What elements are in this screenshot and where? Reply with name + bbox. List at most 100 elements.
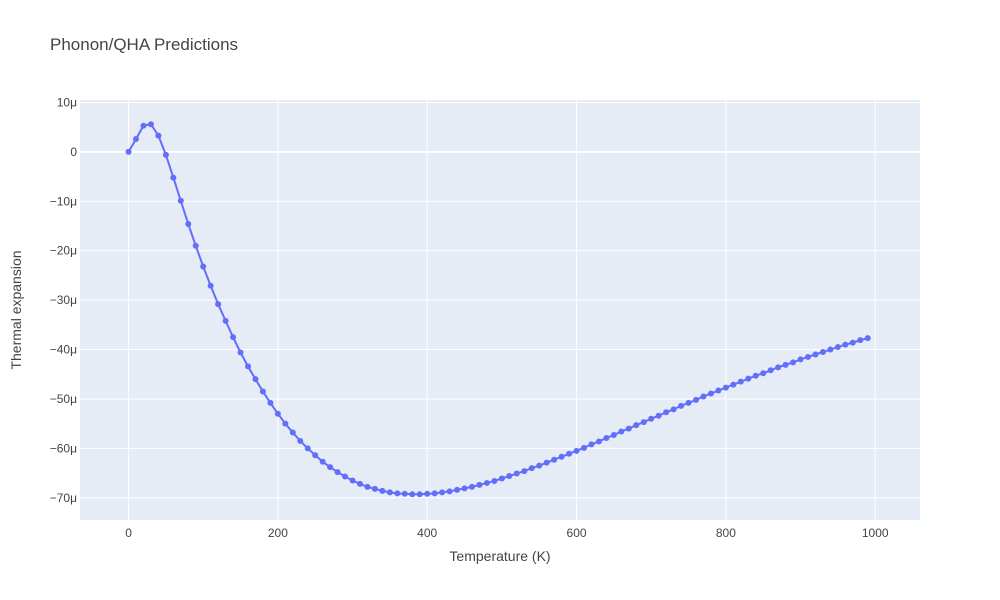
data-point	[581, 444, 587, 451]
data-point	[730, 381, 737, 388]
data-point	[386, 489, 393, 496]
data-point	[371, 485, 378, 492]
data-point	[312, 452, 319, 459]
x-tick-label: 400	[417, 526, 437, 540]
data-point	[685, 399, 692, 406]
data-point	[707, 390, 714, 397]
data-point	[573, 447, 580, 454]
data-point	[864, 335, 871, 342]
data-point	[155, 132, 162, 139]
data-point	[767, 367, 774, 374]
y-tick-label: −70μ	[50, 491, 77, 505]
chart-title: Phonon/QHA Predictions	[50, 35, 238, 54]
data-point	[439, 489, 446, 496]
data-point	[133, 136, 139, 143]
x-tick-label: 1000	[862, 526, 889, 540]
data-point	[715, 387, 722, 394]
data-point	[304, 445, 311, 452]
data-point	[252, 376, 259, 383]
y-tick-label: −10μ	[50, 194, 77, 208]
data-point	[693, 396, 699, 403]
data-point	[678, 402, 685, 409]
y-tick-label: 10μ	[57, 95, 77, 109]
data-point	[267, 399, 274, 406]
data-point	[603, 434, 610, 441]
data-point	[461, 485, 468, 492]
data-point	[170, 174, 177, 181]
data-point	[147, 121, 154, 128]
data-point	[259, 388, 266, 395]
data-point	[842, 341, 849, 348]
data-point	[349, 477, 356, 484]
data-point	[125, 148, 132, 155]
data-point	[790, 359, 797, 366]
data-point	[454, 486, 461, 493]
data-point	[192, 242, 199, 249]
data-point	[588, 441, 595, 448]
data-point	[237, 349, 244, 356]
data-point	[663, 409, 670, 416]
data-point	[446, 488, 453, 495]
x-tick-label: 200	[268, 526, 288, 540]
data-point	[409, 491, 416, 498]
data-point	[595, 438, 602, 445]
data-point	[834, 344, 841, 351]
data-point	[849, 339, 856, 346]
data-point	[812, 351, 819, 358]
data-point	[648, 415, 655, 422]
data-point	[737, 378, 744, 385]
data-point	[819, 349, 826, 355]
data-point	[760, 370, 767, 377]
data-point	[416, 491, 423, 498]
data-point	[379, 487, 386, 494]
data-point	[297, 437, 304, 444]
data-point	[797, 356, 804, 363]
y-tick-label: −40μ	[50, 343, 77, 357]
data-point	[401, 490, 408, 497]
data-point	[618, 428, 625, 435]
data-point	[342, 473, 349, 480]
data-point	[431, 490, 438, 497]
data-point	[700, 393, 707, 400]
data-point	[558, 453, 565, 460]
data-point	[245, 363, 251, 370]
x-axis-title: Temperature (K)	[449, 548, 550, 564]
data-point	[364, 483, 371, 490]
data-point	[625, 425, 632, 432]
y-tick-label: −60μ	[50, 441, 77, 455]
data-point	[506, 473, 513, 480]
data-point	[752, 372, 759, 379]
x-tick-label: 800	[716, 526, 736, 540]
data-point	[521, 468, 528, 475]
data-point	[215, 301, 222, 308]
data-point	[162, 151, 169, 158]
data-point	[566, 450, 573, 457]
data-point	[230, 334, 237, 341]
plot-area	[80, 100, 920, 520]
data-point	[655, 412, 662, 419]
data-point	[357, 480, 363, 487]
data-point	[491, 477, 498, 484]
y-axis-title: Thermal expansion	[8, 250, 24, 369]
x-tick-label: 600	[567, 526, 587, 540]
y-tick-label: −20μ	[50, 244, 77, 258]
data-point	[805, 353, 811, 360]
data-point	[513, 470, 520, 477]
x-tick-label: 0	[125, 526, 132, 540]
data-point	[536, 462, 543, 469]
data-point	[722, 384, 729, 391]
grid-lines	[80, 100, 920, 520]
data-point	[745, 375, 752, 382]
data-point	[282, 420, 289, 427]
data-point	[319, 458, 326, 465]
data-point	[222, 317, 229, 324]
data-point	[782, 361, 789, 368]
data-point	[469, 483, 475, 490]
data-point	[140, 122, 147, 129]
series-line	[127, 123, 868, 496]
data-point	[857, 337, 864, 344]
data-point	[185, 221, 192, 228]
data-point	[640, 419, 647, 426]
data-point	[551, 456, 558, 463]
data-point	[498, 475, 505, 482]
